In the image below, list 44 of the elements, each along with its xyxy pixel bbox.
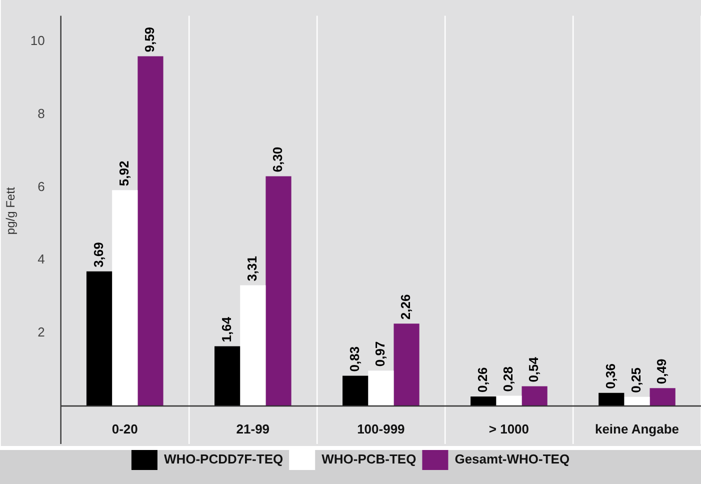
- x-tick-label: 21-99: [236, 422, 270, 437]
- bar: [650, 388, 676, 406]
- bar: [214, 346, 240, 406]
- data-label: 0,54: [526, 356, 542, 382]
- bar: [240, 285, 266, 406]
- data-label: 9,59: [142, 26, 158, 52]
- y-axis-title: pg/g Fett: [4, 186, 18, 235]
- bar: [522, 386, 548, 406]
- bar: [394, 324, 420, 406]
- bar: [598, 392, 624, 406]
- x-tick-label: 100-999: [357, 422, 405, 437]
- bar: [470, 396, 496, 406]
- x-tick-label: > 1000: [488, 422, 530, 437]
- y-tick-label: 4: [38, 252, 45, 267]
- bar: [86, 271, 112, 406]
- data-label: 0,36: [602, 364, 618, 389]
- bar: [496, 396, 522, 406]
- x-tick-label: keine Angabe: [594, 422, 680, 437]
- data-label: 0,83: [346, 346, 362, 372]
- bar: [138, 56, 164, 406]
- bar: [342, 376, 368, 406]
- x-tick-label: 0-20: [112, 422, 138, 437]
- bar: [624, 396, 650, 406]
- bar: [368, 370, 394, 406]
- legend-label: Gesamt-WHO-TEQ: [454, 452, 570, 467]
- data-label: 0,28: [500, 366, 516, 392]
- legend-label: WHO-PCDD7F-TEQ: [164, 452, 284, 467]
- data-label: 5,92: [116, 160, 132, 186]
- legend-label: WHO-PCB-TEQ: [322, 452, 416, 467]
- y-tick-label: 2: [38, 324, 45, 340]
- data-label: 1,64: [218, 316, 234, 342]
- data-label: 0,97: [372, 341, 388, 367]
- data-label: 0,26: [474, 367, 490, 393]
- data-label: 0,25: [628, 368, 644, 393]
- data-label: 3,69: [90, 242, 106, 268]
- data-label: 3,31: [244, 256, 260, 282]
- bar: [266, 176, 292, 406]
- data-label: 2,26: [398, 294, 414, 320]
- data-label: 0,49: [654, 358, 670, 384]
- y-tick-label: 8: [38, 106, 45, 121]
- y-tick-label: 10: [30, 32, 45, 48]
- y-tick-label: 6: [38, 178, 45, 194]
- bar: [112, 190, 138, 406]
- data-label: 6,30: [270, 146, 286, 172]
